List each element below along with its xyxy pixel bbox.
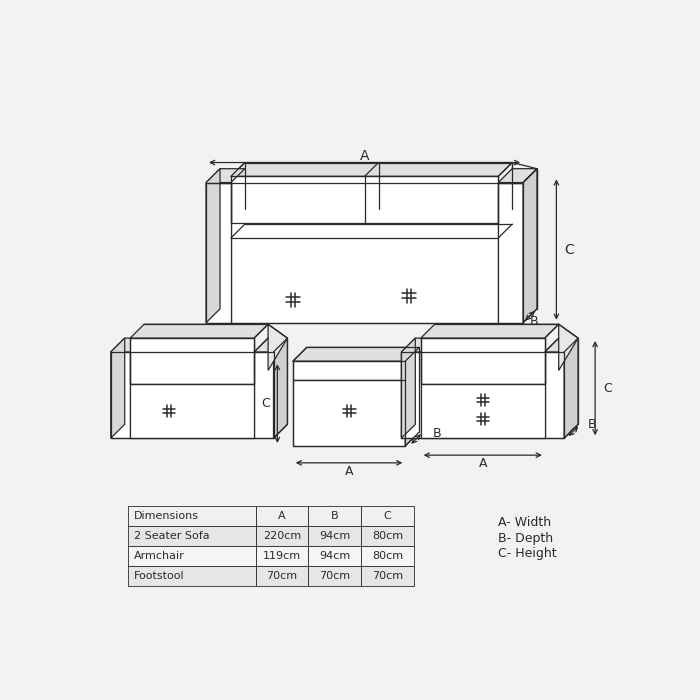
Polygon shape (268, 324, 288, 370)
Polygon shape (545, 352, 564, 438)
Bar (361, 506, 414, 526)
Polygon shape (559, 324, 578, 370)
Text: 220cm: 220cm (263, 531, 301, 541)
Polygon shape (206, 169, 220, 323)
Bar (361, 546, 414, 566)
Polygon shape (293, 347, 419, 361)
Polygon shape (130, 384, 254, 438)
Polygon shape (231, 205, 512, 218)
Bar (128, 506, 256, 526)
Text: C: C (384, 511, 391, 521)
Text: 94cm: 94cm (319, 531, 351, 541)
Text: C: C (261, 397, 270, 410)
Polygon shape (405, 347, 419, 446)
Text: 70cm: 70cm (319, 571, 350, 581)
Text: A: A (360, 148, 370, 162)
Text: 80cm: 80cm (372, 531, 403, 541)
Text: B: B (530, 316, 538, 328)
Bar (256, 506, 309, 526)
Polygon shape (130, 338, 254, 438)
Polygon shape (245, 162, 512, 209)
Bar (309, 506, 361, 526)
Bar (361, 566, 414, 586)
Bar (309, 546, 361, 566)
Polygon shape (206, 169, 245, 183)
Text: A: A (278, 511, 286, 521)
Polygon shape (421, 324, 559, 338)
Bar (256, 566, 309, 586)
Polygon shape (130, 324, 268, 338)
Polygon shape (254, 338, 288, 352)
Polygon shape (206, 183, 231, 323)
Polygon shape (293, 361, 405, 381)
Text: B- Depth: B- Depth (498, 532, 554, 545)
Polygon shape (421, 338, 545, 384)
Bar (309, 566, 361, 586)
Text: C- Height: C- Height (498, 547, 557, 560)
Polygon shape (545, 338, 578, 352)
Polygon shape (401, 338, 415, 438)
Polygon shape (111, 352, 130, 438)
Polygon shape (421, 384, 545, 438)
Polygon shape (254, 352, 274, 438)
Polygon shape (564, 338, 578, 438)
Bar (128, 546, 256, 566)
Text: B: B (588, 418, 597, 430)
Text: 70cm: 70cm (267, 571, 298, 581)
Polygon shape (231, 218, 498, 323)
Polygon shape (293, 381, 405, 446)
Text: Dimensions: Dimensions (134, 511, 199, 521)
Text: A: A (479, 457, 487, 470)
Text: 94cm: 94cm (319, 551, 351, 561)
Text: 70cm: 70cm (372, 571, 403, 581)
Text: Footstool: Footstool (134, 571, 185, 581)
Polygon shape (523, 169, 537, 323)
Text: 2 Seater Sofa: 2 Seater Sofa (134, 531, 209, 541)
Bar (256, 526, 309, 546)
Text: C: C (603, 382, 612, 395)
Text: 119cm: 119cm (263, 551, 301, 561)
Polygon shape (421, 338, 545, 438)
Polygon shape (498, 169, 537, 183)
Polygon shape (130, 338, 254, 384)
Text: B: B (433, 427, 441, 440)
Text: Armchair: Armchair (134, 551, 185, 561)
Text: A: A (345, 465, 354, 478)
Bar (128, 566, 256, 586)
Polygon shape (231, 176, 498, 223)
Polygon shape (498, 205, 512, 323)
Polygon shape (111, 338, 125, 438)
Text: 80cm: 80cm (372, 551, 403, 561)
Polygon shape (231, 162, 512, 176)
Polygon shape (401, 338, 435, 352)
Polygon shape (401, 352, 421, 438)
Text: C: C (564, 243, 574, 257)
Polygon shape (111, 338, 144, 352)
Bar (128, 526, 256, 546)
Bar (309, 526, 361, 546)
Polygon shape (498, 183, 523, 323)
Bar (361, 526, 414, 546)
Polygon shape (274, 338, 288, 438)
Text: A- Width: A- Width (498, 517, 552, 529)
Bar (256, 546, 309, 566)
Polygon shape (231, 205, 245, 323)
Text: B: B (331, 511, 339, 521)
